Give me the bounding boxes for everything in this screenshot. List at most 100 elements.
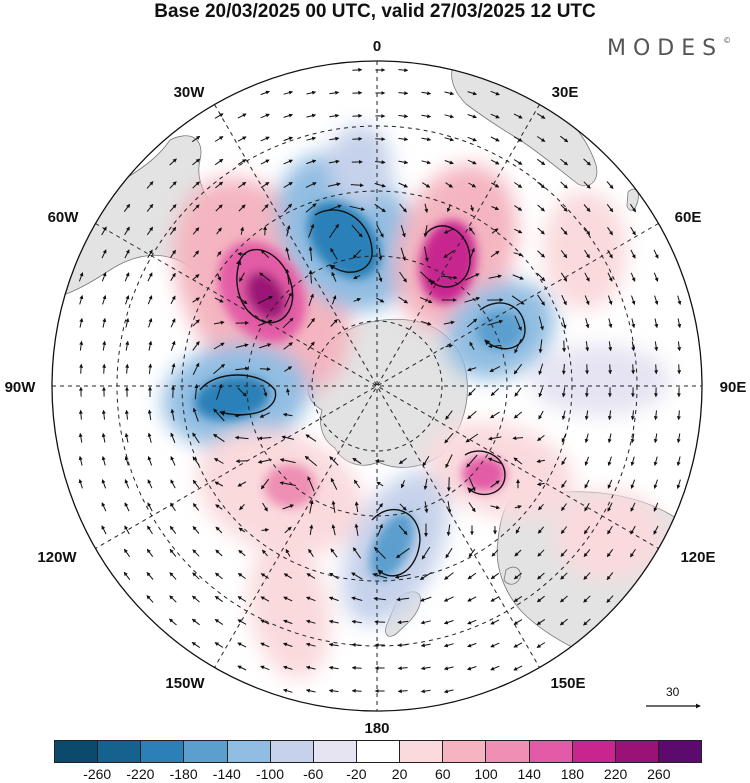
wind-vector bbox=[147, 272, 153, 282]
wind-vector bbox=[559, 595, 568, 603]
wind-vector bbox=[329, 223, 339, 238]
wind-vector bbox=[192, 407, 199, 422]
wind-vector bbox=[125, 317, 130, 328]
madagascar bbox=[626, 188, 639, 211]
wind-vector bbox=[583, 227, 591, 236]
wind-vector bbox=[490, 596, 500, 602]
wind-vector bbox=[583, 549, 591, 558]
wind-vector bbox=[147, 479, 153, 489]
wind-vector bbox=[239, 272, 245, 282]
wind-vector bbox=[467, 367, 477, 372]
wind-vector bbox=[304, 455, 318, 467]
wind-vector bbox=[467, 619, 477, 625]
wind-vector bbox=[676, 433, 681, 444]
wind-vector bbox=[677, 364, 682, 375]
wind-vector bbox=[560, 549, 568, 557]
wind-vector bbox=[260, 596, 270, 602]
wind-vector bbox=[170, 295, 176, 305]
wind-vector bbox=[282, 412, 293, 417]
wind-vector bbox=[260, 478, 270, 490]
anomaly-core-positive-ne bbox=[462, 456, 506, 492]
wind-vector bbox=[467, 642, 477, 648]
wind-vector bbox=[538, 316, 544, 331]
wind-vector bbox=[514, 505, 522, 509]
wind-vector bbox=[307, 317, 315, 328]
wind-vector bbox=[513, 665, 523, 671]
wind-vector bbox=[491, 549, 499, 557]
lon-label-30w: 30W bbox=[174, 84, 206, 101]
wind-vector bbox=[259, 412, 271, 418]
wind-vector bbox=[192, 525, 200, 534]
colorbar-swatch bbox=[529, 741, 573, 762]
wind-vector bbox=[101, 409, 106, 420]
wind-vector bbox=[490, 388, 500, 396]
wind-vector bbox=[215, 549, 223, 557]
wind-vector bbox=[147, 502, 153, 512]
wind-vector bbox=[606, 572, 614, 581]
wind-vector bbox=[350, 183, 364, 188]
wind-vector bbox=[443, 620, 454, 625]
wind-vector bbox=[630, 433, 635, 444]
wind-vector bbox=[79, 340, 84, 351]
wind-vector bbox=[419, 296, 433, 304]
wind-vector bbox=[536, 618, 546, 626]
wind-vector bbox=[584, 433, 589, 444]
wind-vector bbox=[490, 136, 500, 142]
wind-vector bbox=[328, 159, 340, 164]
wind-vector bbox=[352, 249, 362, 259]
wind-vector bbox=[537, 572, 545, 580]
wind-vector bbox=[123, 548, 131, 558]
wind-vector bbox=[305, 642, 316, 647]
wind-vector bbox=[239, 503, 245, 511]
wind-vector bbox=[170, 249, 176, 258]
wind-vector bbox=[124, 409, 129, 420]
wind-vector bbox=[446, 204, 451, 213]
wind-vector bbox=[192, 341, 200, 351]
lon-label-120e: 120E bbox=[680, 549, 715, 566]
wind-vector bbox=[654, 295, 659, 306]
wind-vector bbox=[653, 456, 658, 467]
wind-vector bbox=[308, 293, 314, 307]
wind-vector bbox=[101, 249, 107, 259]
lon-label-30e: 30E bbox=[552, 84, 579, 101]
wind-vector bbox=[102, 294, 107, 305]
wind-vector bbox=[470, 204, 474, 212]
wind-vector bbox=[607, 295, 613, 306]
wind-vector bbox=[468, 477, 476, 492]
wind-vector bbox=[193, 250, 200, 258]
wind-vector bbox=[217, 273, 222, 282]
wind-vector bbox=[101, 455, 106, 466]
wind-vector bbox=[148, 363, 153, 374]
wind-vector bbox=[537, 181, 546, 189]
wind-vector bbox=[170, 272, 176, 281]
wind-vector bbox=[284, 366, 293, 372]
wind-vector bbox=[329, 136, 340, 141]
wind-vector bbox=[283, 136, 294, 142]
wind-vector bbox=[169, 572, 177, 580]
wind-vector bbox=[490, 665, 500, 671]
wind-vector bbox=[536, 113, 546, 119]
wind-vector bbox=[192, 479, 200, 489]
wind-vector bbox=[631, 341, 636, 352]
tasmania bbox=[503, 566, 521, 585]
wind-vector bbox=[215, 204, 223, 212]
wind-vector bbox=[536, 459, 545, 464]
wind-vector bbox=[420, 689, 431, 694]
wind-vector bbox=[443, 689, 454, 694]
wind-vector bbox=[607, 249, 613, 259]
wind-vector bbox=[467, 91, 478, 96]
wind-vector bbox=[514, 315, 522, 331]
wind-vector bbox=[192, 297, 200, 303]
colorbar bbox=[54, 740, 702, 763]
wind-vector bbox=[398, 137, 409, 142]
wind-vector bbox=[585, 341, 590, 352]
wind-vector bbox=[654, 364, 659, 375]
wind-vector bbox=[491, 228, 499, 234]
wind-vector bbox=[584, 410, 589, 421]
wind-vector bbox=[421, 91, 432, 96]
wind-vector bbox=[147, 525, 153, 535]
wind-vector bbox=[213, 458, 224, 464]
wind-vector bbox=[192, 572, 200, 580]
colorbar-tick-label: 60 bbox=[435, 766, 451, 782]
